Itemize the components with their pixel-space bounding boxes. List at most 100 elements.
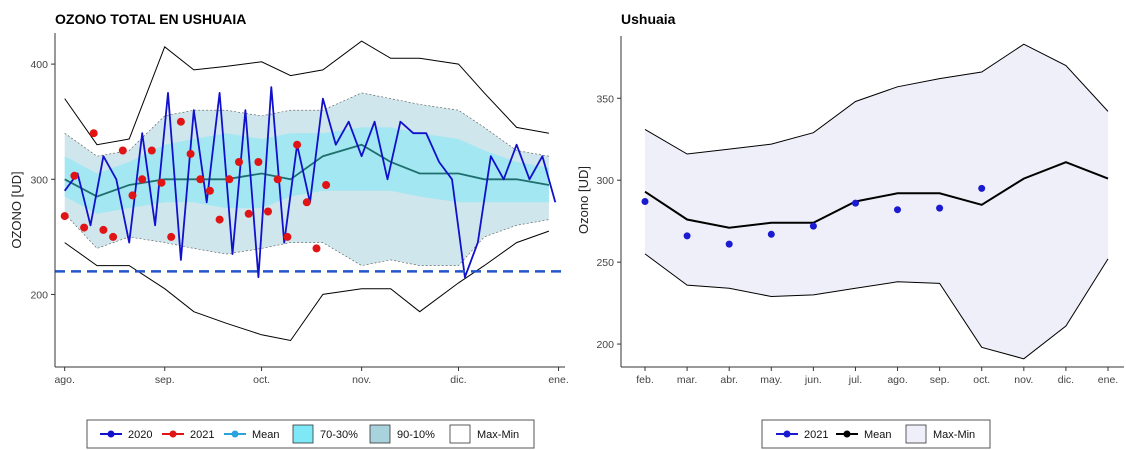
right-x-tick-label: may.: [760, 374, 782, 386]
legend-mean-marker: [231, 430, 239, 438]
right-x-tick-label: jul.: [848, 374, 862, 386]
right-x-tick-label: ago.: [887, 374, 907, 386]
series-2021-point: [128, 191, 137, 200]
right-2021-point: [936, 204, 944, 212]
left-x-tick-label: ene.: [548, 374, 568, 386]
right-legend-box: [761, 419, 991, 449]
left-x-tick-label: dic.: [450, 374, 466, 386]
left-y-tick-label: 400: [30, 59, 48, 71]
series-2021-point: [283, 232, 292, 241]
series-2021-point: [167, 232, 176, 241]
series-2021-point: [254, 158, 263, 166]
right-x-tick-label: dic.: [1058, 374, 1074, 386]
right-x-tick-label: oct.: [973, 374, 990, 386]
right-band-max-min: [645, 44, 1108, 359]
right-2021-point: [852, 199, 859, 207]
right-2021-point: [894, 206, 901, 214]
legend-2021-marker: [169, 430, 177, 438]
line-p10: [64, 213, 549, 266]
right-line-min: [644, 253, 1109, 360]
right-legend-mean-label: Mean: [864, 429, 892, 441]
right-x-tick-label: sep.: [930, 374, 950, 386]
series-2021-point: [205, 186, 214, 195]
series-2021-point: [157, 178, 166, 187]
left-y-axis-label: OZONO [UD]: [9, 171, 24, 248]
legend-9010-label: 90-10%: [397, 429, 435, 441]
series-2021-point: [273, 175, 282, 184]
left-y-tick-label: 200: [30, 289, 48, 301]
series-2021-point: [244, 209, 253, 218]
right-y-tick-label: 200: [596, 339, 614, 351]
right-2021-point: [767, 230, 775, 238]
series-2021-point: [99, 225, 108, 234]
right-2021-point: [978, 184, 986, 192]
left-x-tick-label: ago.: [54, 374, 74, 386]
left-plot-area: [55, 40, 565, 342]
right-x-tick-label: feb.: [636, 374, 654, 386]
series-2021-point: [147, 146, 156, 155]
right-mean-line: [644, 161, 1109, 229]
right-plot-area: [641, 43, 1109, 360]
legend-9010-swatch: [369, 424, 391, 444]
series-2021-point: [60, 212, 69, 221]
series-2021-point: [89, 129, 98, 138]
series-2021-point: [176, 117, 185, 126]
right-x-tick-label: nov.: [1014, 374, 1033, 386]
left-x-ticks: ago. sep. oct. nov. dic. ene.: [54, 367, 569, 386]
legend-2020-marker: [107, 430, 115, 438]
series-2021-point: [70, 171, 79, 180]
right-2021-point: [725, 240, 733, 248]
line-max: [64, 40, 549, 146]
line-mean: [64, 143, 550, 198]
series-2021-point: [235, 158, 243, 166]
series-2021-point: [138, 175, 147, 184]
left-legend: 2020 2021 Mean 70-30% 90-10% Max-Min: [86, 419, 535, 449]
right-x-tick-label: abr.: [720, 374, 738, 386]
right-x-tick-label: mar.: [677, 374, 697, 386]
right-y-tick-label: 250: [596, 257, 614, 269]
right-chart-title: Ushuaia: [621, 11, 676, 27]
right-legend-2021-marker: [783, 430, 791, 438]
left-y-tick-label: 300: [30, 174, 48, 186]
left-chart-panel: OZONO TOTAL EN USHUAIA OZONO [UD] 200 300…: [9, 11, 569, 386]
series-2021-point: [80, 223, 89, 232]
right-legend-2021-label: 2021: [804, 429, 828, 441]
right-legend-maxmin-label: Max-Min: [933, 429, 975, 441]
left-x-tick-label: sep.: [155, 374, 175, 386]
legend-7030-label: 70-30%: [320, 429, 358, 441]
left-x-tick-label: nov.: [352, 374, 371, 386]
right-y-axis-label: Ozono [UD]: [576, 166, 591, 234]
right-y-tick-label: 300: [596, 175, 614, 187]
series-2021-point: [109, 232, 118, 241]
left-x-tick-label: oct.: [253, 374, 270, 386]
series-2021-point: [312, 244, 321, 253]
right-2021-point: [683, 232, 691, 240]
right-x-ticks: feb. mar. abr. may. jun. jul. ago. sep. oct. nov.…: [636, 367, 1118, 386]
line-p90: [64, 92, 549, 157]
series-2021-point: [215, 215, 224, 224]
series-2021-point: [118, 146, 127, 155]
legend-mean-label: Mean: [252, 429, 280, 441]
left-chart-title: OZONO TOTAL EN USHUAIA: [55, 11, 246, 27]
right-x-tick-label: ene.: [1098, 374, 1118, 386]
series-2021-point: [302, 198, 311, 207]
legend-2021-label: 2021: [190, 429, 214, 441]
series-2021-point: [264, 207, 272, 216]
series-2021-point: [196, 175, 205, 184]
left-y-ticks: 200 300 400: [30, 59, 55, 301]
series-2021-point: [322, 181, 331, 189]
legend-maxmin-swatch: [449, 424, 471, 444]
right-2021-point: [809, 222, 817, 230]
series-2021-point: [293, 140, 302, 149]
right-2021-point: [641, 198, 649, 205]
right-legend-mean-marker: [843, 430, 851, 438]
band-70-30: [64, 127, 549, 214]
right-x-tick-label: jun.: [804, 374, 822, 386]
right-legend-maxmin-swatch: [905, 424, 927, 444]
series-2021-point: [186, 149, 195, 158]
legend-7030-swatch: [292, 424, 314, 444]
series-2021-point: [225, 175, 234, 184]
right-y-ticks: 200 250 300 350: [596, 93, 621, 351]
right-line-max: [644, 43, 1109, 155]
